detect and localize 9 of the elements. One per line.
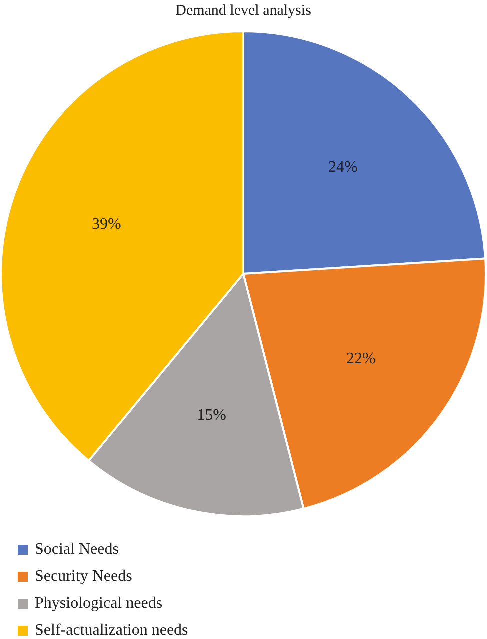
data-label: 22%: [346, 350, 376, 368]
legend-label: Self-actualization needs: [35, 622, 188, 639]
data-label: 15%: [197, 407, 226, 424]
legend-label: Physiological needs: [35, 594, 163, 612]
legend-label: Security Needs: [35, 568, 132, 586]
data-label: 39%: [92, 216, 122, 233]
data-label: 24%: [328, 159, 358, 176]
chart-title: Demand level analysis: [176, 2, 312, 19]
legend-label: Social Needs: [35, 540, 119, 558]
